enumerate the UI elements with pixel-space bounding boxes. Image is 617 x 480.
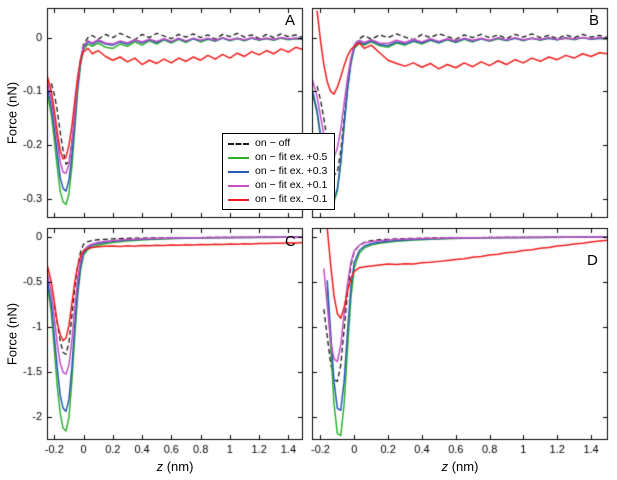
legend: on − off on − fit ex. +0.5 on − fit ex. +0… — [222, 133, 336, 210]
legend-line-swatch — [228, 198, 249, 201]
legend-entry-label: on − fit ex. +0.5 — [255, 151, 328, 163]
x-axis-label-right: z (nm) — [442, 459, 479, 474]
x-axis-unit: (nm) — [448, 459, 479, 474]
legend-entry: on − off — [228, 137, 327, 150]
legend-line-swatch — [228, 142, 249, 145]
legend-entry: on − fit ex. +0.3 — [228, 165, 327, 178]
panel-b-plot — [307, 0, 617, 223]
panel-label-b: B — [589, 12, 600, 29]
panel-label-c: C — [285, 233, 296, 250]
legend-entry: on − fit ex. +0.5 — [228, 151, 327, 164]
panel-c-plot — [0, 223, 307, 480]
y-axis-label-bottom: Force (nN) — [4, 302, 20, 366]
x-axis-variable: z — [441, 459, 449, 474]
legend-entry-label: on − fit ex. +0.1 — [255, 179, 328, 191]
x-axis-unit: (nm) — [163, 459, 194, 474]
legend-entry-label: on − fit ex. +0.3 — [255, 165, 328, 177]
x-axis-variable: z — [156, 459, 164, 474]
legend-entry-label: on − off — [255, 137, 291, 149]
legend-entry: on − fit ex. +0.1 — [228, 179, 327, 192]
x-axis-label-left: z (nm) — [157, 459, 194, 474]
legend-line-swatch — [228, 156, 249, 159]
legend-line-swatch — [228, 184, 249, 187]
panel-label-d: D — [587, 252, 598, 269]
legend-entry-label: on − fit ex. −0.1 — [255, 193, 328, 205]
y-axis-label-top: Force (nN) — [4, 81, 20, 145]
panel-label-a: A — [285, 12, 296, 29]
panel-d-plot — [307, 223, 617, 480]
legend-entry: on − fit ex. −0.1 — [228, 193, 327, 206]
legend-line-swatch — [228, 170, 249, 173]
